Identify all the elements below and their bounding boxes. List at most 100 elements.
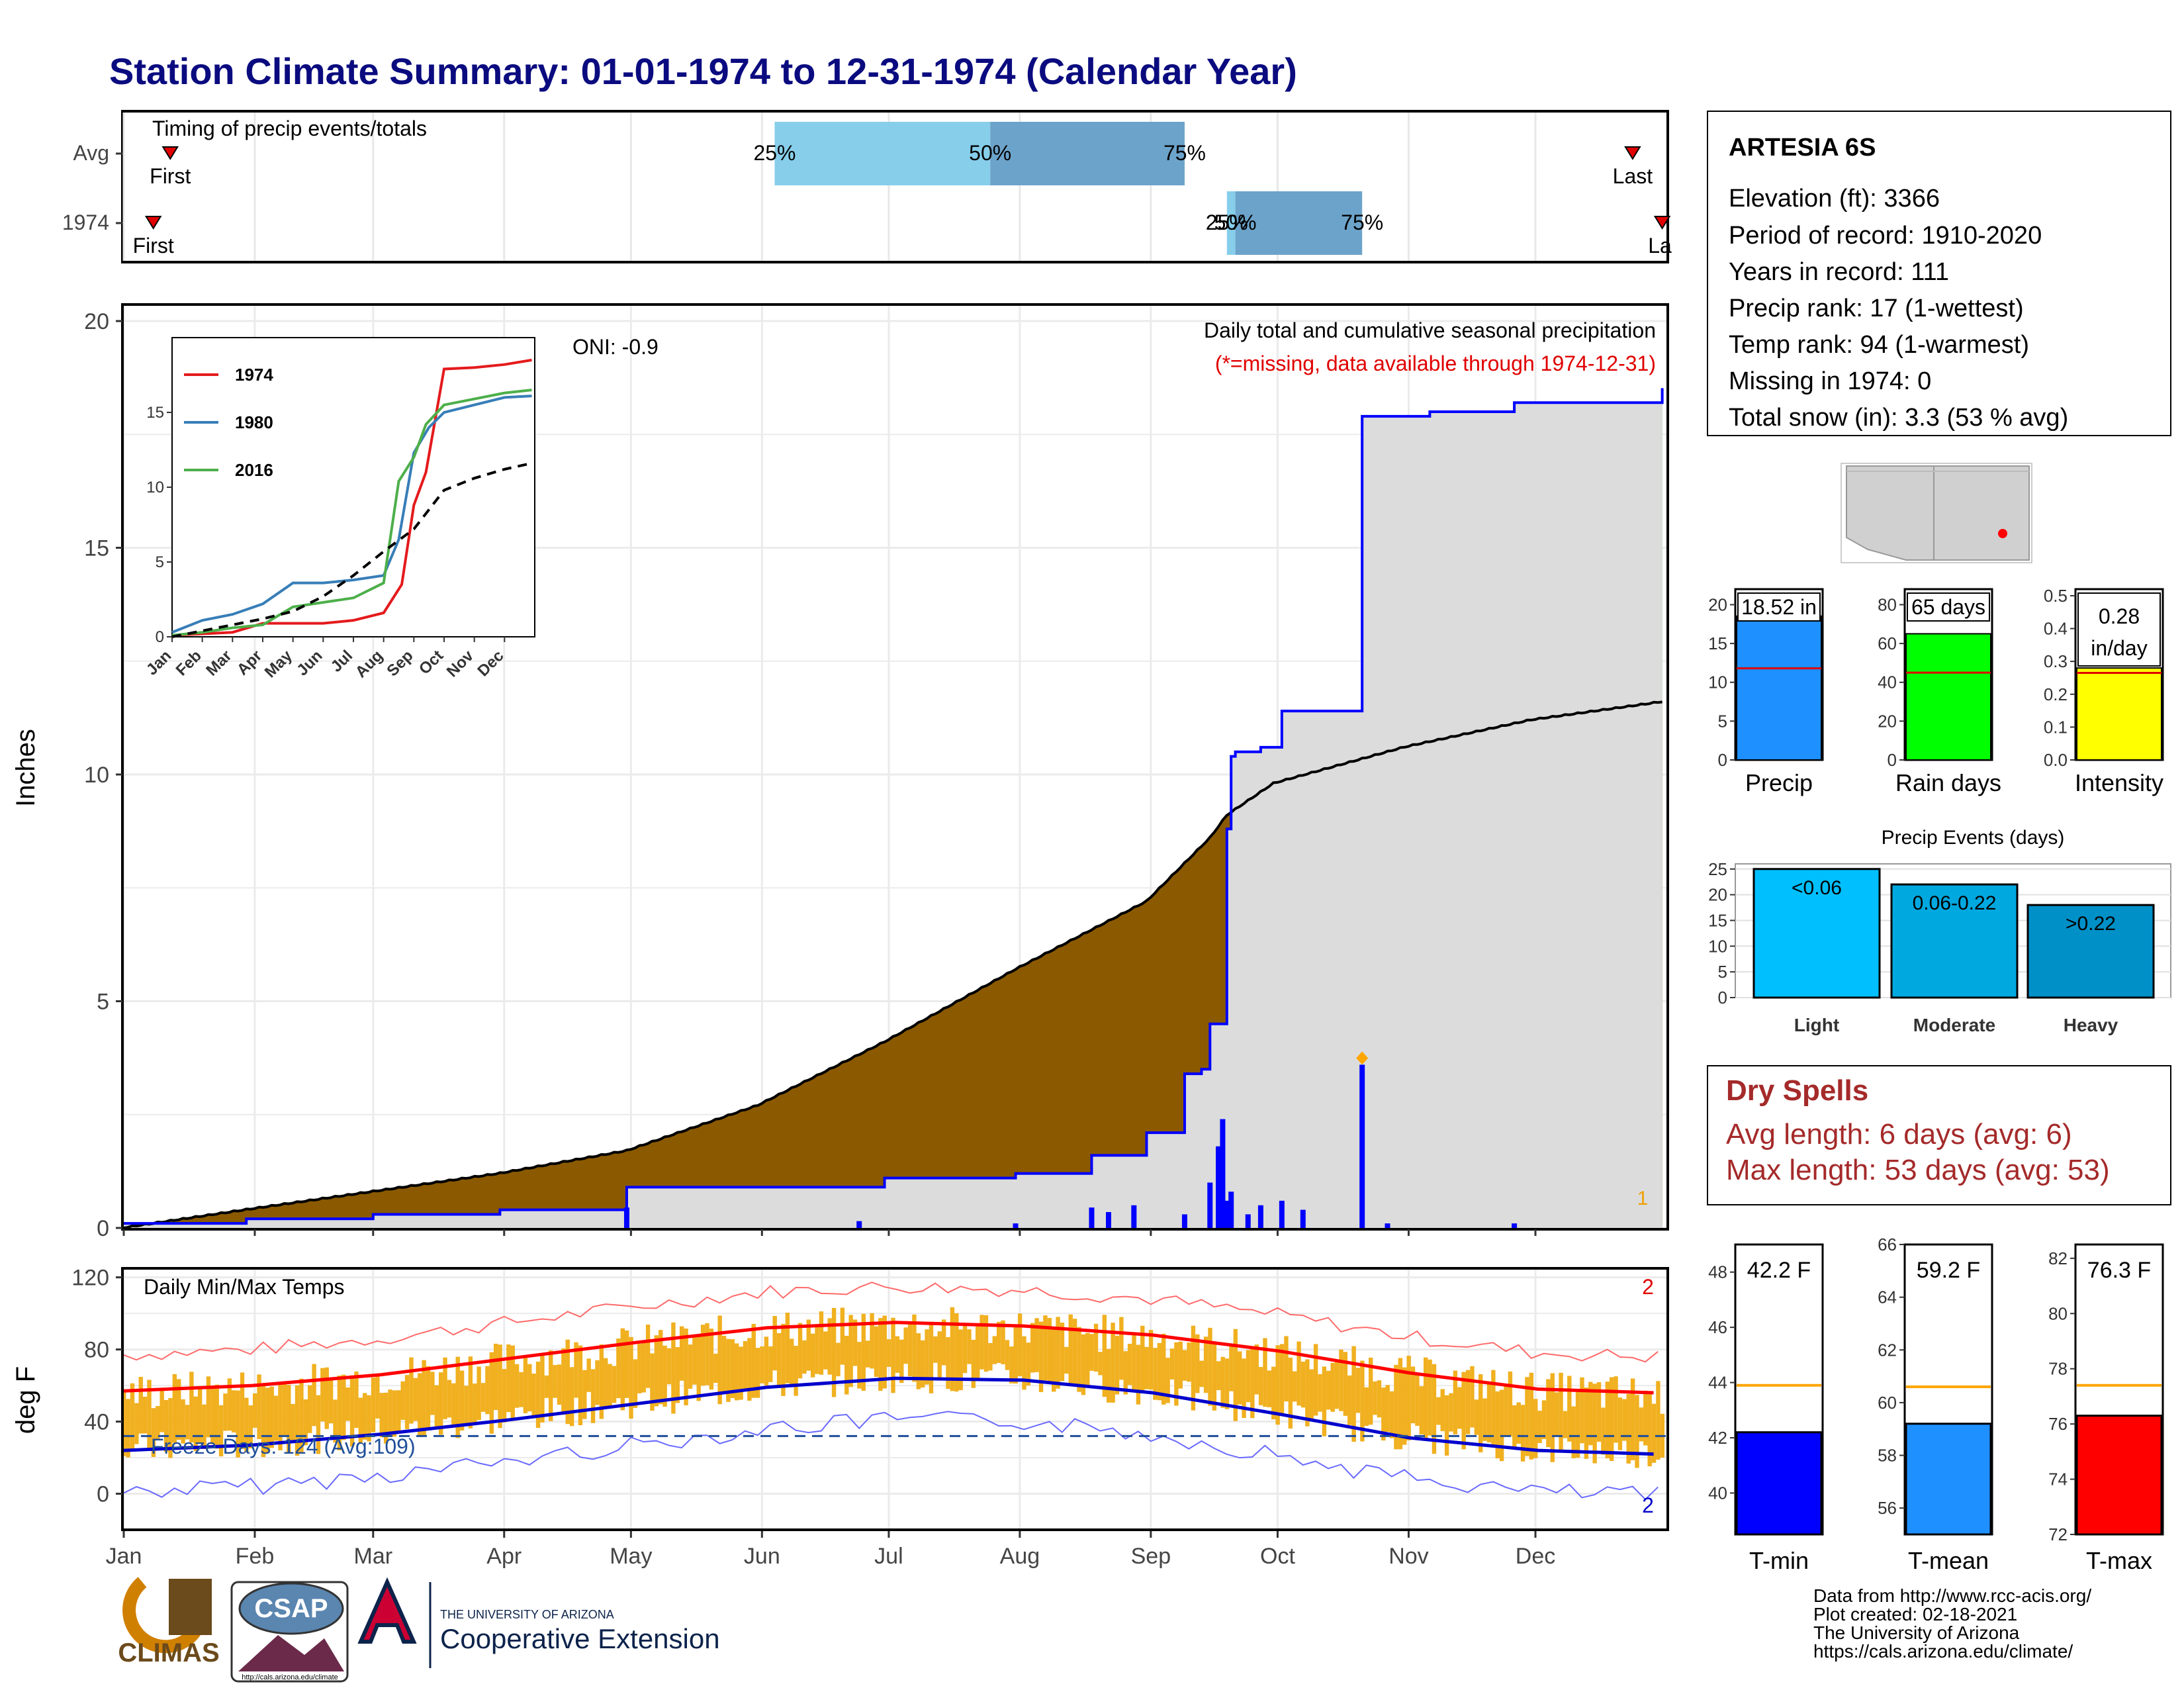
- timing-title: Timing of precip events/totals: [152, 117, 427, 140]
- daily-temp-range: [654, 1335, 659, 1407]
- daily-temp-range: [815, 1325, 819, 1374]
- daily-temp-range: [1022, 1336, 1026, 1390]
- daily-temp-range: [1220, 1356, 1225, 1408]
- daily-temp-range: [612, 1366, 617, 1403]
- daily-temp-range: [925, 1329, 929, 1385]
- daily-temp-range: [776, 1333, 782, 1385]
- daily-temp-range: [1140, 1325, 1145, 1391]
- daily-temp-range: [1030, 1323, 1035, 1373]
- daily-temp-range: [498, 1344, 502, 1429]
- daily-temp-range: [1364, 1387, 1369, 1426]
- daily-temp-range: [523, 1355, 528, 1413]
- timing-bar-lower: [774, 122, 991, 185]
- daily-temp-range: [413, 1378, 418, 1421]
- daily-temp-range: [1470, 1366, 1475, 1428]
- daily-temp-range: [1444, 1395, 1449, 1456]
- daily-temp-range: [743, 1340, 748, 1389]
- summary-y-tick-label: 40: [1878, 673, 1897, 692]
- daily-temp-range: [988, 1342, 993, 1371]
- daily-temp-range: [349, 1375, 355, 1447]
- logo-csap-text: CSAP: [254, 1594, 328, 1623]
- month-tick-label: Oct: [1260, 1544, 1295, 1569]
- daily-temp-range: [1643, 1390, 1648, 1446]
- daily-temp-range: [312, 1364, 316, 1427]
- daily-temp-range: [1056, 1317, 1060, 1389]
- daily-temp-range: [1115, 1335, 1120, 1395]
- precip-panel-border: [121, 303, 1669, 1231]
- daily-temp-range: [1271, 1366, 1276, 1420]
- daily-temp-range: [937, 1331, 942, 1381]
- footer-credits: Data from http://www.rcc-acis.org/ Plot …: [1813, 1585, 2091, 1662]
- daily-temp-range: [751, 1323, 756, 1398]
- daily-temp-range: [248, 1405, 253, 1448]
- precip-y-tick-label: 5: [97, 990, 109, 1015]
- dry-spells-frame: [1707, 1065, 2171, 1205]
- daily-temp-range: [1651, 1403, 1657, 1463]
- temp-summary-bar: [1905, 1423, 1992, 1536]
- precip-y-label: Inches: [11, 729, 40, 807]
- daily-temp-range: [218, 1405, 224, 1457]
- summary-bars: 18.52 in 0 5 10 15 20 Precip 65 days 0 20 40 60 80 Ra…: [1708, 586, 2164, 796]
- summary-y-tick-label: 0.2: [2044, 684, 2068, 704]
- daily-temp-range: [760, 1346, 764, 1383]
- daily-temp-range: [979, 1315, 984, 1370]
- daily-temp-range: [844, 1335, 849, 1395]
- daily-temp-range: [434, 1385, 439, 1427]
- logo-ua-main: Cooperative Extension: [440, 1623, 720, 1654]
- daily-temp-range: [320, 1368, 325, 1422]
- daily-temp-range: [1212, 1344, 1217, 1411]
- daily-temp-range: [836, 1342, 841, 1377]
- inset-legend-label: 1980: [235, 412, 273, 432]
- daily-temp-range: [400, 1381, 405, 1420]
- daily-temp-range: [422, 1360, 426, 1436]
- daily-temp-range: [1199, 1360, 1204, 1387]
- daily-temp-range: [1064, 1346, 1069, 1374]
- daily-temp-range: [878, 1318, 883, 1391]
- daily-temp-range: [1182, 1350, 1187, 1381]
- daily-temp-range: [1571, 1406, 1576, 1458]
- inset-legend-label: 1974: [235, 365, 273, 385]
- daily-temp-range: [1347, 1375, 1352, 1425]
- daily-temp-range: [193, 1396, 198, 1452]
- daily-temp-range: [608, 1364, 612, 1406]
- first-marker-icon: [161, 146, 179, 160]
- temp-bar-y-tick-label: 74: [2048, 1470, 2068, 1489]
- precip-subheader: (*=missing, data available through 1974-…: [1215, 352, 1656, 375]
- daily-temp-range: [797, 1323, 803, 1379]
- daily-temp-range: [1635, 1395, 1639, 1468]
- daily-temp-range: [177, 1379, 181, 1440]
- precip-header: Daily total and cumulative seasonal prec…: [1204, 318, 1656, 342]
- daily-temp-range: [1254, 1344, 1259, 1395]
- temp-summary-bar: [2075, 1415, 2163, 1536]
- logo-csap: CSAP http://cals.arizona.edu/climate: [230, 1581, 349, 1683]
- station-line: Missing in 1974: 0: [1729, 367, 1931, 395]
- daily-temp-range: [874, 1326, 879, 1377]
- daily-temp-range: [163, 1399, 169, 1452]
- daily-temp-range: [1355, 1368, 1361, 1413]
- daily-temp-range: [1178, 1341, 1183, 1389]
- summary-y-tick-label: 5: [1718, 711, 1727, 731]
- station-line: Precip rank: 17 (1-wettest): [1729, 295, 2024, 322]
- daily-temp-range: [1647, 1391, 1652, 1467]
- inset-y-tick-label: 0: [156, 628, 164, 646]
- temp-bar-y-tick-label: 78: [2048, 1359, 2068, 1379]
- daily-precip-bar: [1106, 1212, 1112, 1228]
- month-tick-label: Apr: [486, 1544, 522, 1569]
- daily-temp-range: [1165, 1358, 1170, 1403]
- daily-temp-range: [903, 1327, 908, 1364]
- daily-temp-range: [912, 1314, 917, 1382]
- daily-temp-range: [455, 1356, 460, 1438]
- daily-temp-range: [1334, 1360, 1340, 1409]
- daily-temp-range: [1554, 1392, 1559, 1437]
- month-tick-label: Jan: [106, 1544, 142, 1569]
- precip-y-tick-label: 0: [97, 1216, 109, 1241]
- daily-temp-range: [895, 1336, 900, 1373]
- daily-temp-range: [1525, 1377, 1529, 1456]
- temp-bar-y-tick-label: 80: [2048, 1303, 2068, 1323]
- daily-temp-range: [1060, 1322, 1065, 1382]
- precip-corner-label: 1: [1637, 1188, 1649, 1209]
- daily-temp-range: [159, 1387, 164, 1432]
- daily-temp-range: [1457, 1387, 1462, 1429]
- station-line: Temp rank: 94 (1-warmest): [1729, 331, 2029, 359]
